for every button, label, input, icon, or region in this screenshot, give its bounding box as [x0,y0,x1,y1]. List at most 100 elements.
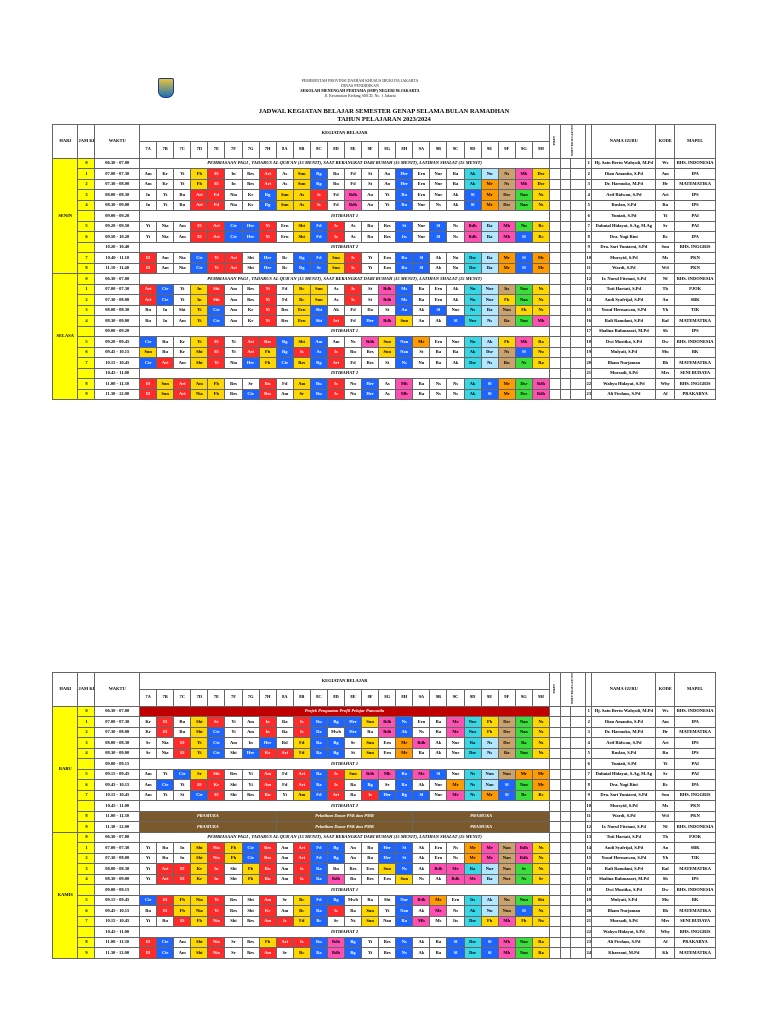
shift-cell [570,157,587,170]
lesson-cell: Bdh [326,936,346,949]
shift-cell [570,178,587,191]
teacher-subject: PRAKARYA [674,388,716,401]
period-number: 7 [77,357,96,369]
shift-cell [570,758,587,770]
lesson-cell: Res [241,283,260,296]
teacher-code: Mu [655,346,676,359]
lesson-cell: Am [292,789,311,802]
schedule-row: SENIN 0 06.30 - 07.00 PEMBIASAAN PAGI , TAD… [51,157,716,275]
period-number: 6 [77,346,96,359]
lesson-cell: Fd [309,852,328,865]
teacher-subject: MATEMATIKA [674,357,716,369]
lesson-cell: Sr [531,873,551,886]
teacher-subject: IPS [674,873,716,886]
lesson-cell: Res [224,905,243,917]
teacher-subject: MATEMATIKA [674,905,716,917]
lesson-cell: Ern [429,336,448,348]
lesson-cell: El [139,936,158,949]
lesson-cell: Nu [497,894,516,907]
lesson-cell: El [173,873,192,886]
teacher-no: 9 [585,241,593,254]
piket-cell [549,800,561,812]
lesson-cell: Cie [190,262,209,275]
class-header: 8F [361,688,380,707]
col-shift: SHIFT PAGE LAYOUT [559,672,587,707]
piket-cell [549,241,561,254]
lesson-cell: Cie [156,779,175,791]
lesson-cell: Bdh [463,231,482,243]
shift-cell [570,294,587,306]
lesson-cell: Kr [173,336,192,348]
col-jam: JAM KE [77,672,96,707]
period-number: 7 [77,915,96,928]
shift-cell [570,304,587,317]
lesson-cell: Yi [207,894,226,907]
period-time: 11.00 - 11.30 [94,810,141,823]
teacher-subject: IPA [674,231,716,243]
lesson-cell: Fd [309,231,328,243]
lesson-cell: Rd [275,737,294,749]
lesson-cell: Sr [326,915,346,928]
lesson-cell: Bdh [361,336,380,348]
lesson-cell: Nu [446,252,465,264]
lesson-cell: Nun [497,905,516,917]
lesson-cell: Sl [497,779,516,791]
shift-cell [570,747,587,760]
teacher-subject: PAI [674,220,716,233]
lesson-cell: Mr [463,852,482,865]
schedule-title: JADWAL KEGIATAN BELAJAR SEMESTER GENAP S… [52,108,716,124]
lesson-cell: Ak [463,388,482,401]
shift-cell [570,863,587,875]
lesson-cell: Ra [309,873,328,886]
schedule-row: 7 10.40 - 11.10 El Am Nia Cie Yi Ari Sht Her Rc Rg F… [53,252,716,264]
lesson-cell: Her [241,220,260,233]
lesson-cell: Mh [497,936,516,949]
lesson-cell: St [378,304,397,317]
lesson-cell: Res [292,357,311,369]
shift-cell [570,737,587,749]
lesson-cell: Ra [429,346,448,359]
teacher-subject: TIK [674,852,716,865]
lesson-cell: Bg [343,936,363,949]
teacher-subject: PKN [674,262,716,275]
class-header: 7G [241,688,260,707]
lesson-cell: St [361,283,380,296]
teacher-name: Ruslan, S.Pd [591,747,657,760]
period-time: 10.20 - 10.40 [94,241,141,254]
lesson-cell: Fd [207,199,226,212]
period-number: 5 [77,768,96,781]
lesson-cell: Sht [190,357,209,369]
lesson-cell: Bg [326,716,346,728]
lesson-cell: Sht [207,768,226,781]
shift-cell [570,789,587,802]
lesson-cell: Sun [361,747,380,760]
lesson-cell: Ari [207,220,226,233]
lesson-cell: Ak [412,842,431,854]
teacher-code: An [655,842,676,854]
lesson-cell: Mh [412,915,431,928]
lesson-cell: Rc [531,789,551,802]
class-header: 9F [497,140,516,159]
lesson-cell: Ns [514,873,533,886]
teacher-code: Sr [655,220,676,233]
teacher-name: Dian Amanita, S.Pd [591,168,657,180]
schedule-table-rabu-kamis: HARI JAM KE WAKTU KEGIATAN BELAJAR PIKET SHIF… [51,672,716,959]
teacher-subject: TIK [674,304,716,317]
shift-cell [559,273,572,285]
col-no [585,672,593,707]
period-time: 09.20 - 09.50 [94,220,141,233]
lesson-cell: Nu [463,294,482,306]
lesson-cell: Sr [139,737,158,749]
shift-cell [570,716,587,728]
lesson-cell: Sun [378,336,397,348]
lesson-cell: Am [258,915,277,928]
lesson-cell: Cie [207,737,226,749]
lesson-cell: Mr [497,262,516,275]
piket-cell [549,747,561,760]
schedule-row: 9 11.30 - 12.00 El Sun Ari Nia Fh Res Cie Res Am Sr… [53,388,716,401]
lesson-cell: Ari [326,315,346,327]
lesson-cell: Nur [446,747,465,760]
lesson-cell: Am [173,936,192,949]
lesson-cell: Yi [190,304,209,317]
lesson-cell: Res [275,304,294,317]
